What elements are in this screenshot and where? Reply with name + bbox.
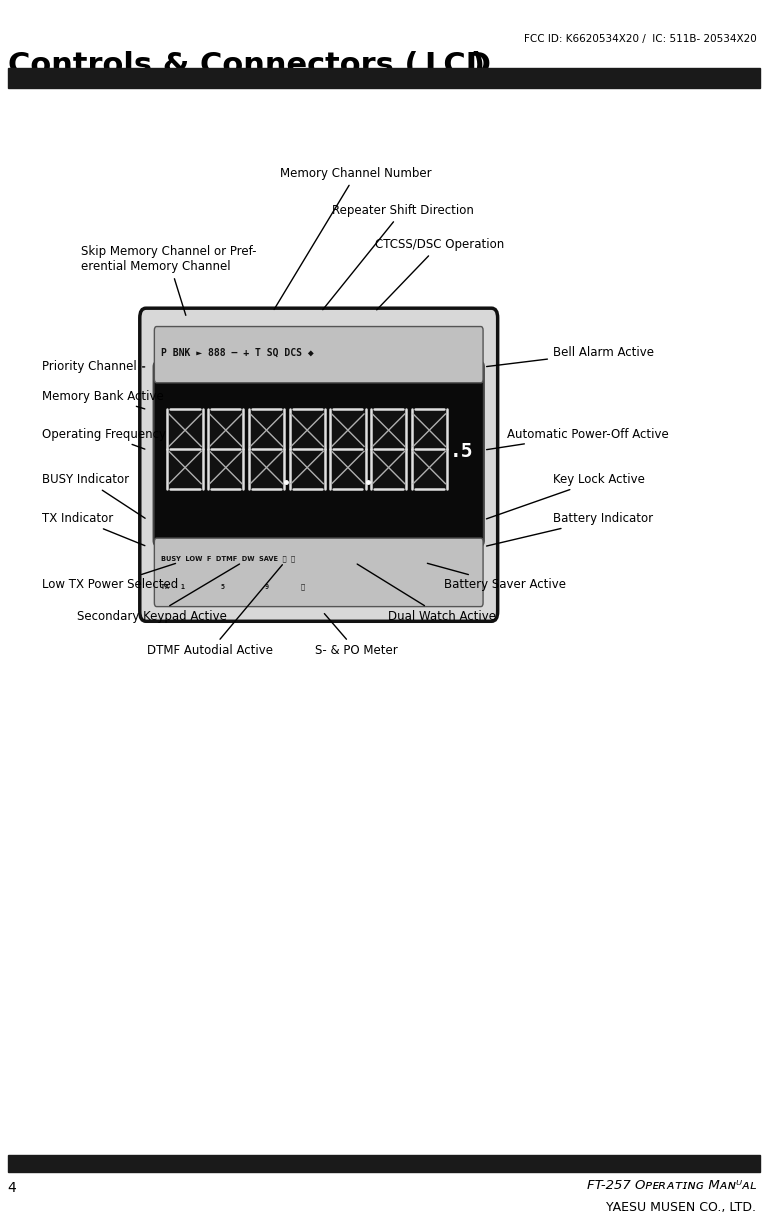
Text: Secondary Keypad Active: Secondary Keypad Active [77,564,240,623]
Bar [412,408,447,488]
Text: Memory Channel Number: Memory Channel Number [274,168,432,309]
Text: Bell Alarm Active: Bell Alarm Active [487,346,654,367]
Text: S- & PO Meter: S- & PO Meter [315,614,398,657]
Bar [249,408,284,488]
Text: Priority Channel: Priority Channel [42,361,144,373]
Text: P BNK ► 888 – + T SQ DCS ◆: P BNK ► 888 – + T SQ DCS ◆ [161,347,314,357]
Text: Battery Saver Active: Battery Saver Active [427,564,566,591]
FancyBboxPatch shape [154,538,483,607]
Bar [371,408,406,488]
Text: DTMF Autodial Active: DTMF Autodial Active [147,565,283,657]
Text: FCC ID: K6620534X20 /  IC: 511B- 20534X20: FCC ID: K6620534X20 / IC: 511B- 20534X20 [524,34,756,44]
Text: Key Lock Active: Key Lock Active [486,473,645,519]
Text: TX   1         5          9        🔋: TX 1 5 9 🔋 [161,583,306,589]
Bar [8,1155,760,1172]
Text: Controls & Connectors (: Controls & Connectors ( [8,51,419,81]
Bar [330,408,366,488]
Text: Operating Frequency: Operating Frequency [42,428,166,449]
Text: Low TX Power Selected: Low TX Power Selected [42,564,178,591]
Bar [208,408,243,488]
FancyBboxPatch shape [154,362,484,545]
Text: Repeater Shift Direction: Repeater Shift Direction [323,204,474,309]
Bar [167,408,203,488]
Text: ): ) [471,51,485,81]
Text: Dual Watch Active: Dual Watch Active [357,564,496,623]
Text: BUSY Indicator: BUSY Indicator [42,473,145,519]
Text: TX Indicator: TX Indicator [42,512,145,545]
Text: CTCSS/DSC Operation: CTCSS/DSC Operation [375,238,504,309]
Text: BUSY  LOW  F  DTMF  DW  SAVE  ⏰  🔒: BUSY LOW F DTMF DW SAVE ⏰ 🔒 [161,555,295,561]
Text: YAESU MUSEN CO., LTD.: YAESU MUSEN CO., LTD. [607,1201,756,1214]
Bar [8,68,760,88]
Bar [290,408,325,488]
FancyBboxPatch shape [154,327,483,383]
Text: Memory Bank Active: Memory Bank Active [42,390,164,408]
Text: FT-257 Oᴘᴇʀᴀᴛɪɴɢ Mᴀɴᵁᴀʟ: FT-257 Oᴘᴇʀᴀᴛɪɴɢ Mᴀɴᵁᴀʟ [587,1179,756,1192]
FancyBboxPatch shape [140,308,498,621]
Text: LCD: LCD [425,51,492,81]
Text: Automatic Power-Off Active: Automatic Power-Off Active [487,428,669,450]
Text: Skip Memory Channel or Pref-
erential Memory Channel: Skip Memory Channel or Pref- erential Me… [81,246,257,316]
Text: .5: .5 [449,442,473,461]
Text: Battery Indicator: Battery Indicator [487,512,653,545]
Text: 4: 4 [8,1181,16,1195]
